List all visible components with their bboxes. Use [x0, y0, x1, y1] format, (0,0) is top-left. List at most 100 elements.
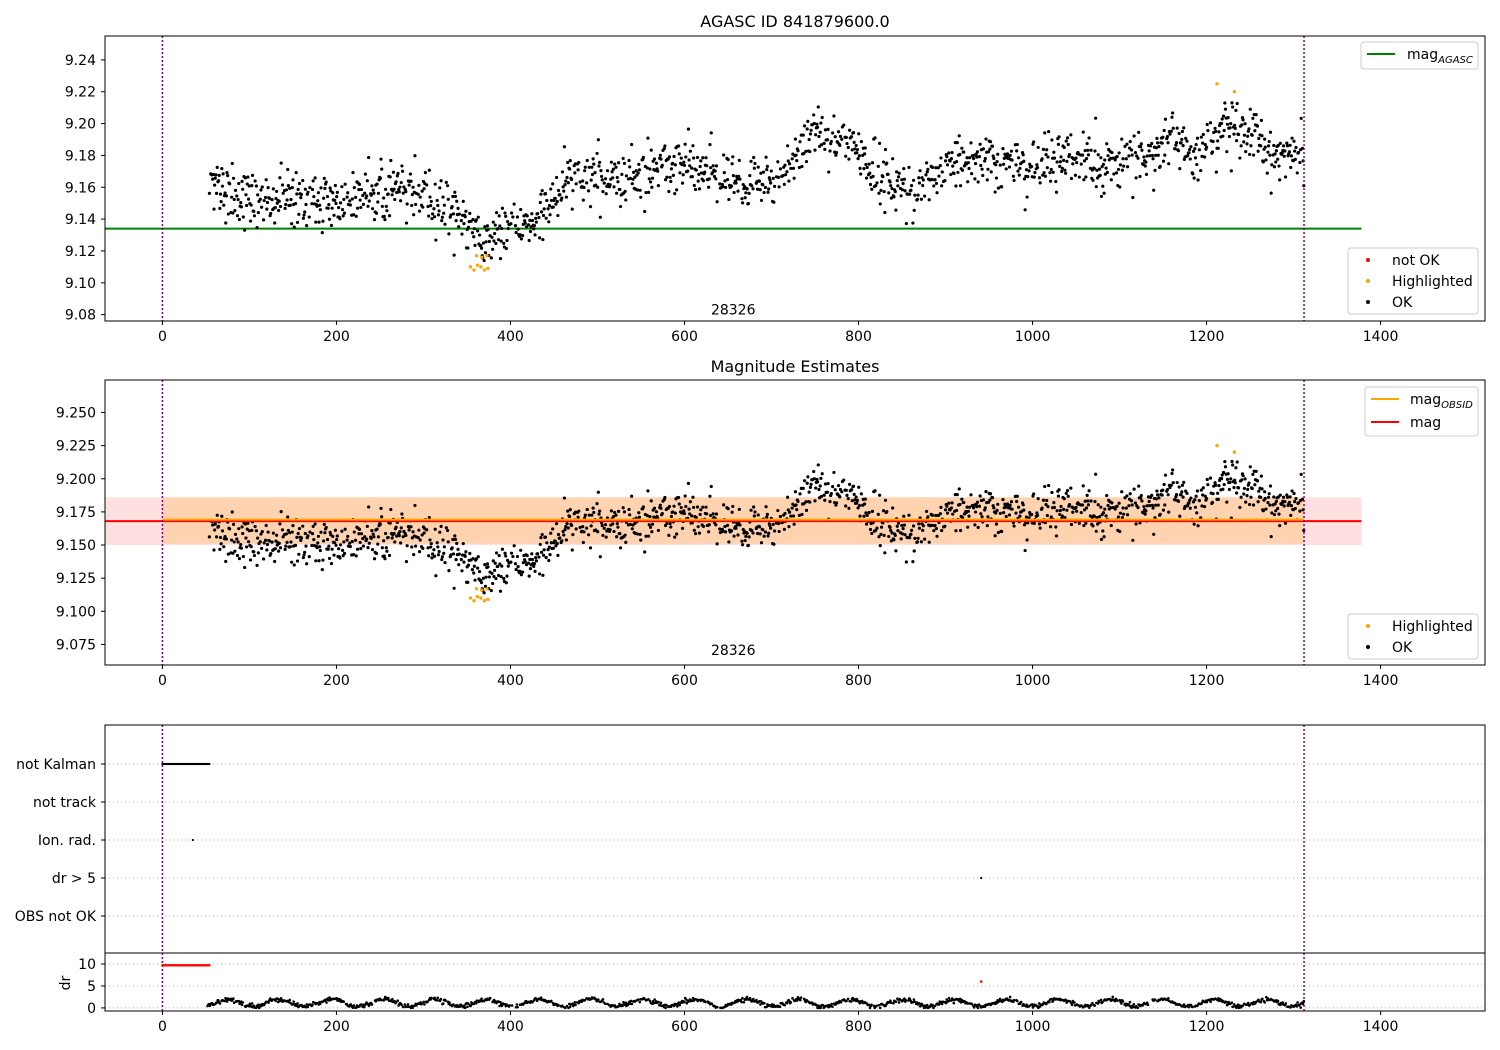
ok-point [630, 142, 634, 147]
ok-point [261, 557, 266, 561]
ok-point [519, 573, 523, 577]
ok-point [554, 202, 558, 206]
ok-point [213, 522, 217, 526]
ok-point [307, 554, 311, 559]
ok-point [748, 173, 752, 178]
ok-point [996, 152, 1000, 156]
ok-point [1200, 504, 1204, 508]
ok-point [322, 196, 326, 200]
ok-point [648, 525, 653, 529]
ok-point [994, 163, 998, 167]
dr-point [1263, 1001, 1266, 1004]
ok-point [896, 521, 901, 525]
ok-point [237, 217, 242, 222]
ok-point [370, 207, 375, 211]
ok-point [536, 211, 540, 216]
dr-point [903, 997, 906, 1000]
ok-point [673, 163, 677, 167]
ok-point [483, 225, 487, 229]
dr-point [1281, 1001, 1284, 1004]
ok-point [857, 503, 861, 508]
ok-point [1168, 485, 1172, 490]
ok-point [762, 534, 766, 538]
ok-point [523, 560, 527, 564]
ok-point [707, 530, 711, 534]
ok-point [446, 540, 450, 544]
dr-point [466, 1002, 470, 1005]
ok-point [962, 150, 966, 154]
ok-point [816, 125, 820, 129]
ok-point [398, 530, 402, 534]
ok-point [1094, 116, 1098, 120]
ok-point [395, 190, 399, 195]
ok-point [877, 535, 881, 539]
ok-point [907, 165, 911, 169]
ok-point [750, 184, 754, 188]
dr-point [1098, 1000, 1101, 1004]
ok-point [827, 170, 831, 174]
dr-point [1146, 1003, 1150, 1007]
ok-point [453, 534, 457, 538]
ok-point [663, 144, 667, 148]
y-tick-label: 9.100 [56, 604, 96, 620]
ok-point [302, 213, 306, 217]
ok-point [220, 514, 224, 518]
ok-point [628, 165, 632, 169]
ok-point [1044, 503, 1048, 507]
ok-point [324, 180, 328, 184]
ok-point [326, 547, 330, 551]
dr-point [793, 999, 797, 1003]
ok-point [856, 506, 860, 510]
dr-point [1276, 999, 1280, 1003]
ok-point [354, 554, 358, 558]
ok-point [1092, 514, 1096, 518]
ok-point [1259, 118, 1263, 122]
ok-point [618, 531, 622, 536]
dr-point [1230, 1001, 1234, 1005]
ok-point [937, 174, 941, 178]
ok-point [586, 533, 591, 537]
dr-point [564, 1006, 567, 1010]
ok-point [1289, 504, 1293, 508]
ok-point [303, 531, 307, 536]
ok-point [534, 556, 538, 560]
ok-point [595, 502, 599, 506]
ok-point [277, 541, 281, 545]
flag-label: Ion. rad. [38, 833, 96, 849]
ok-point [462, 222, 466, 226]
ok-point [296, 531, 300, 536]
ok-point [1195, 162, 1199, 167]
ok-point [735, 177, 739, 181]
panel-agasc-axes: 0 200 400 600 800 1000 1200 14009.089.109.129.1… [65, 35, 1486, 345]
ok-point [658, 503, 662, 507]
ok-point [582, 185, 586, 190]
ok-point [819, 476, 823, 480]
dr-point [410, 1004, 414, 1008]
ok-point [447, 568, 451, 573]
ok-point [765, 515, 769, 519]
dr-point [436, 996, 440, 1000]
dr-point [500, 1004, 504, 1008]
ok-point [747, 191, 751, 195]
ok-point [1234, 466, 1238, 470]
ok-point [265, 207, 269, 211]
ok-point [1181, 143, 1185, 148]
ok-point [485, 562, 490, 566]
ok-point [269, 211, 273, 216]
ok-point [845, 493, 849, 497]
y-tick-label: 9.08 [65, 308, 96, 324]
ok-point [686, 481, 691, 485]
ok-point [305, 562, 309, 566]
ok-point [1248, 152, 1252, 157]
ok-point [438, 186, 442, 190]
ok-point [452, 586, 456, 590]
ok-point [965, 505, 969, 509]
ok-point [1154, 146, 1158, 150]
ok-point [1071, 162, 1075, 166]
ok-point [1192, 176, 1196, 180]
dr-point [1128, 1000, 1132, 1004]
ok-point [1025, 538, 1029, 542]
dr-point [510, 1004, 514, 1007]
ok-point [892, 195, 896, 199]
ok-point [348, 544, 352, 549]
